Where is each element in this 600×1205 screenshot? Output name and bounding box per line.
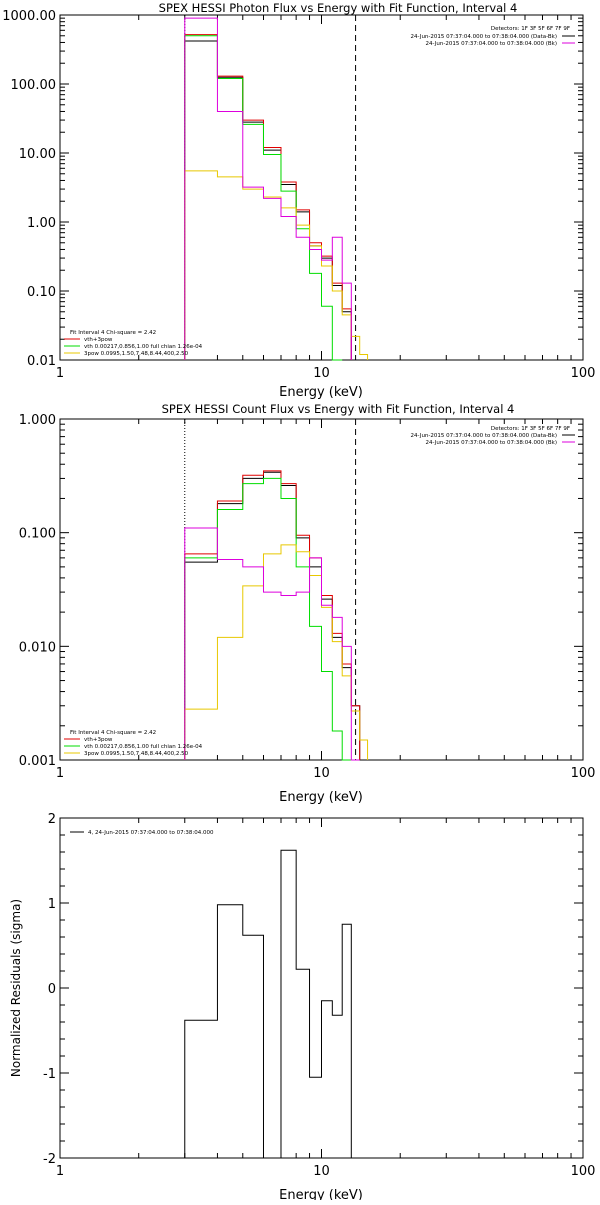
- count-flux-ytick-label: 0.001: [19, 754, 56, 769]
- count-flux-legend-bk-label: 24-Jun-2015 07:37:04.000 to 07:38:04.000…: [425, 440, 557, 446]
- count-flux-xtick-label: 10: [313, 766, 330, 781]
- residuals-xtick-label: 10: [313, 1164, 330, 1179]
- count-flux-legend-right: Detectors: 1F 3F 5F 6F 7F 9F 24-Jun-2015…: [411, 426, 575, 446]
- residuals-ylabel: Normalized Residuals (sigma): [9, 899, 23, 1077]
- residuals-ytick-label: 2: [48, 812, 56, 827]
- photon-flux-series-background: [184, 17, 352, 360]
- photon-flux-ytick-label: 0.01: [27, 354, 56, 369]
- photon-flux-ytick-label: 1000.00: [2, 9, 56, 24]
- count-flux-legend-data-label: 24-Jun-2015 07:37:04.000 to 07:38:04.000…: [411, 433, 557, 439]
- photon-flux-vlines: [184, 15, 357, 360]
- count-flux-series-total_fit: [184, 470, 361, 760]
- photon-flux-panel: SPEX HESSI Photon Flux vs Energy with Fi…: [2, 1, 595, 400]
- count-flux-ytick-label: 1.000: [19, 413, 56, 428]
- count-flux-series-thermal: [184, 477, 352, 761]
- residuals-xtick-label: 100: [571, 1164, 596, 1179]
- photon-flux-legend-left: Fit Interval 4 Chi-square = 2.42 vth+3po…: [64, 330, 203, 357]
- residuals-ytick-label: -2: [43, 1152, 56, 1167]
- photon-flux-frame: [59, 14, 584, 361]
- photon-flux-series: [184, 17, 369, 361]
- photon-flux-legend-pow-label: 3pow 0.0995,1.50,7.48,8.44,400,2.50: [84, 351, 189, 357]
- photon-flux-ytick-label: 0.10: [27, 285, 56, 300]
- photon-flux-legend-bk-label: 24-Jun-2015 07:37:04.000 to 07:38:04.000…: [425, 41, 557, 47]
- count-flux-xtick-label: 1: [56, 766, 64, 781]
- photon-flux-series-powerlaw: [184, 170, 369, 360]
- count-flux-series: [184, 470, 369, 761]
- photon-flux-legend-data-label: 24-Jun-2015 07:37:04.000 to 07:38:04.000…: [411, 34, 557, 40]
- photon-flux-xtick-label: 10: [313, 366, 330, 381]
- count-flux-title: SPEX HESSI Count Flux vs Energy with Fit…: [162, 402, 515, 416]
- residuals-ytick-label: 0: [48, 982, 56, 997]
- residuals-series-data: [184, 849, 352, 1159]
- photon-flux-ytick-label: 100.00: [11, 78, 57, 93]
- count-flux-detectors: Detectors: 1F 3F 5F 6F 7F 9F: [491, 426, 570, 432]
- count-flux-legend-vth-label: vth 0.00217,0.856,1.00 full chian 1.26e-…: [84, 744, 203, 750]
- count-flux-series-data: [184, 471, 361, 760]
- photon-flux-xtick-label: 100: [571, 366, 596, 381]
- count-flux-xlabel: Energy (keV): [279, 790, 363, 805]
- photon-flux-legend-vth-label: vth 0.00217,0.856,1.00 full chian 1.26e-…: [84, 344, 203, 350]
- count-flux-ytick-label: 0.010: [19, 640, 56, 655]
- residuals-legend: 4, 24-Jun-2015 07:37:04.000 to 07:38:04.…: [70, 830, 214, 836]
- count-flux-legend-pow-label: 3pow 0.0995,1.50,7.48,8.44,400,2.50: [84, 751, 189, 757]
- photon-flux-axis-ticks: 1 10 100 1000.00 100.00 10.00 1.00 0.10 0.01: [2, 9, 595, 381]
- photon-flux-legend-total-label: vth+3pow: [84, 337, 113, 343]
- photon-flux-detectors: Detectors: 1F 3F 5F 6F 7F 9F: [491, 26, 570, 32]
- photon-flux-ytick-label: 10.00: [19, 147, 56, 162]
- count-flux-ytick-label: 0.100: [19, 527, 56, 542]
- residuals-xlabel: Energy (keV): [279, 1188, 363, 1200]
- count-flux-fit-info: Fit Interval 4 Chi-square = 2.42: [70, 730, 156, 736]
- count-flux-series-background: [184, 527, 360, 761]
- photon-flux-series-data: [184, 40, 352, 360]
- photon-flux-xlabel: Energy (keV): [279, 385, 363, 400]
- residuals-frame: [59, 817, 584, 1159]
- count-flux-legend-left: Fit Interval 4 Chi-square = 2.42 vth+3po…: [64, 730, 203, 757]
- count-flux-xtick-label: 100: [571, 766, 596, 781]
- count-flux-vlines: [184, 419, 357, 760]
- residuals-ytick-label: 1: [48, 897, 56, 912]
- photon-flux-fit-info: Fit Interval 4 Chi-square = 2.42: [70, 330, 156, 336]
- count-flux-axis-ticks: 1 10 100 1.000 0.100 0.010 0.001: [19, 413, 596, 781]
- count-flux-series-powerlaw: [184, 544, 369, 760]
- residuals-legend-label: 4, 24-Jun-2015 07:37:04.000 to 07:38:04.…: [88, 830, 214, 836]
- count-flux-legend-total-label: vth+3pow: [84, 737, 113, 743]
- residuals-ytick-label: -1: [43, 1067, 56, 1082]
- photon-flux-xtick-label: 1: [56, 366, 64, 381]
- photon-flux-title: SPEX HESSI Photon Flux vs Energy with Fi…: [159, 1, 518, 15]
- photon-flux-legend-right: Detectors: 1F 3F 5F 6F 7F 9F 24-Jun-2015…: [411, 26, 575, 47]
- count-flux-panel: SPEX HESSI Count Flux vs Energy with Fit…: [19, 402, 596, 805]
- residuals-series: [184, 849, 352, 1159]
- residuals-xtick-label: 1: [56, 1164, 64, 1179]
- photon-flux-ytick-label: 1.00: [27, 216, 56, 231]
